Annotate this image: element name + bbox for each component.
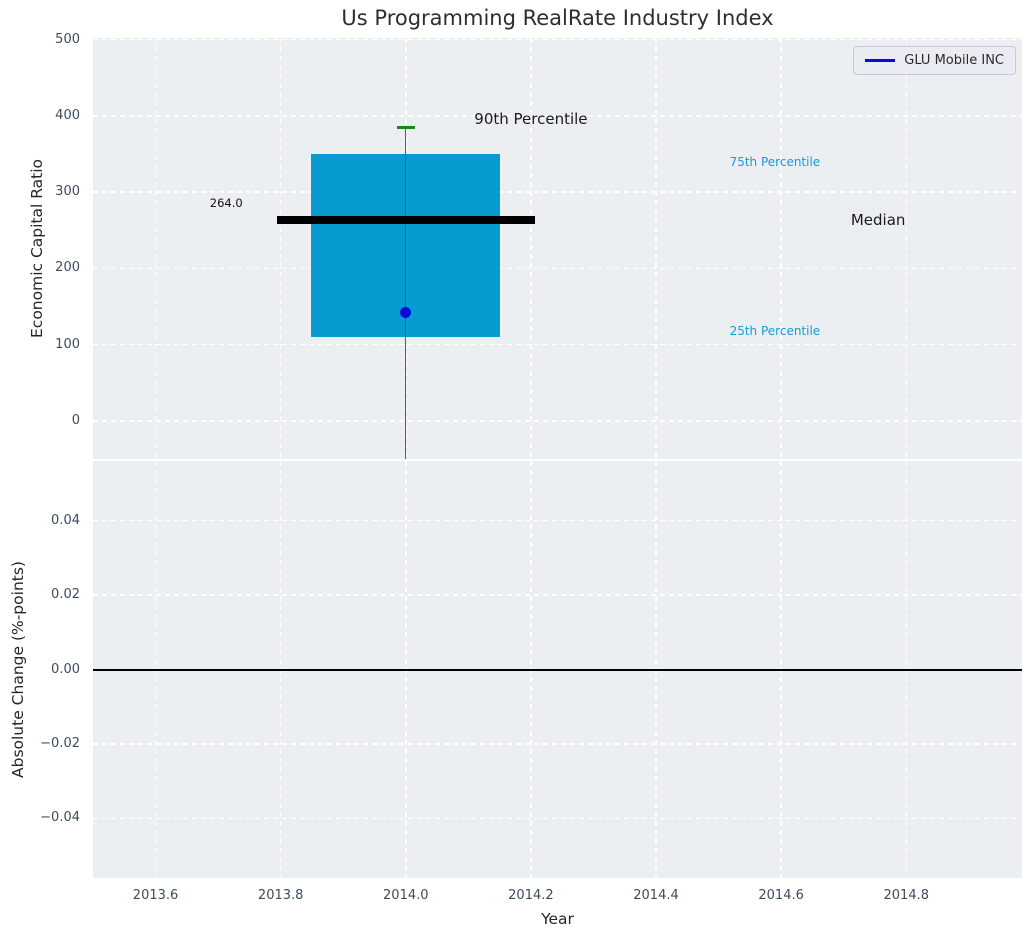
y-tick-label-top: 200 [55, 260, 80, 276]
gridline-y [93, 343, 1022, 346]
y-tick-label-top: 0 [71, 412, 80, 428]
y-tick-label-bottom: 0.02 [51, 587, 80, 603]
gridline-x [655, 38, 657, 459]
annotation-p75-label: 75th Percentile [729, 154, 821, 169]
median-line [276, 215, 535, 224]
gridline-x [780, 38, 782, 459]
y-tick-label-bottom: 0.00 [51, 661, 80, 677]
y-tick-label-bottom: −0.02 [40, 735, 80, 751]
annotation-median-value: 264.0 [209, 195, 243, 210]
x-tick-label: 2013.6 [132, 888, 179, 903]
gridline-y [93, 519, 1022, 522]
x-tick-label: 2014.4 [633, 888, 679, 903]
annotation-p90-label: 90th Percentile [474, 109, 588, 128]
legend-label: GLU Mobile INC [904, 53, 1004, 68]
y-tick-label-top: 300 [55, 184, 80, 200]
legend-line-sample [865, 59, 896, 62]
y-tick-label-bottom: 0.04 [51, 512, 80, 528]
gridline-y [93, 594, 1022, 596]
x-tick-label: 2014.6 [758, 888, 804, 903]
gridline-y [93, 38, 1022, 41]
y-tick-label-top: 100 [55, 336, 80, 352]
gridline-x [279, 38, 282, 459]
gridline-y [93, 267, 1022, 270]
annotation-median-label: Median [850, 210, 906, 229]
annotation-p25-label: 25th Percentile [729, 323, 821, 338]
zero-line [93, 668, 1022, 671]
y-tick-label-top: 400 [55, 107, 80, 123]
gridline-y [93, 743, 1022, 745]
top-y-axis-label: Economic Capital Ratio [28, 158, 46, 339]
bottom-axes [93, 461, 1022, 878]
gridline-x [530, 38, 532, 459]
gridline-y [93, 191, 1022, 193]
top-axes: GLU Mobile INC 90th Percentile 75th Perce… [93, 38, 1022, 459]
x-tick-label: 2014.2 [508, 888, 554, 903]
p90-percentile-cap [396, 125, 415, 129]
gridline-x [154, 38, 157, 459]
company-point [400, 307, 412, 319]
x-tick-label: 2014.8 [883, 888, 930, 903]
chart-title: Us Programming RealRate Industry Index [341, 6, 774, 30]
gridline-x [905, 38, 908, 459]
gridline-y [93, 115, 1022, 117]
x-tick-label: 2013.8 [257, 888, 304, 903]
gridline-y [93, 420, 1022, 422]
legend: GLU Mobile INC [853, 46, 1016, 75]
whisker-line [405, 127, 407, 459]
x-axis-label: Year [541, 910, 574, 928]
x-tick-label: 2014.0 [383, 888, 429, 903]
y-tick-label-top: 500 [55, 31, 80, 47]
gridline-y [93, 817, 1022, 820]
y-tick-label-bottom: −0.04 [40, 810, 80, 826]
